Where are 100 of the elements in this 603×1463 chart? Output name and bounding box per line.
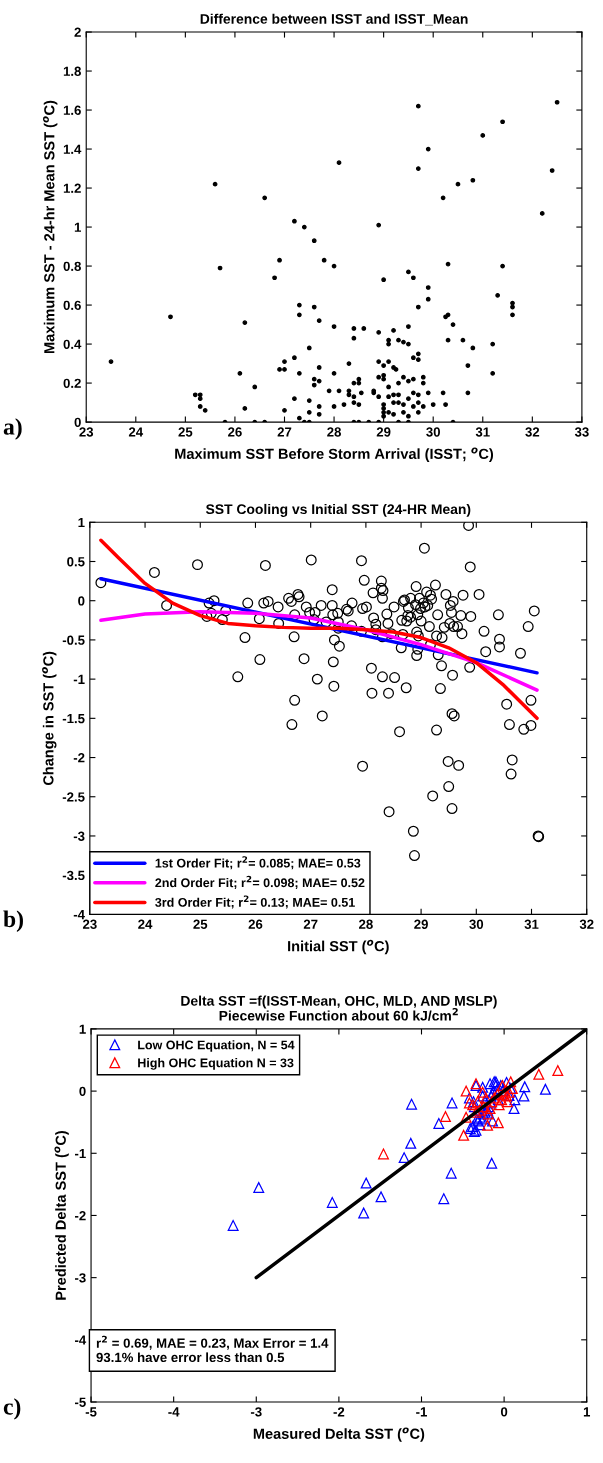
x-tick-label: 28 xyxy=(327,427,341,437)
point xyxy=(518,1090,530,1102)
y-tick-label: 2 xyxy=(74,27,81,37)
y-tick-label: -3.5 xyxy=(62,870,85,881)
point xyxy=(474,1119,486,1131)
y-tick-label: -3 xyxy=(73,831,85,841)
x-tick-label: 32 xyxy=(525,427,540,437)
point xyxy=(406,1098,418,1110)
chart-title: Difference between ISST and ISST_Mean xyxy=(200,13,468,26)
point xyxy=(487,1115,499,1127)
x-tick-label: 29 xyxy=(414,919,428,929)
point xyxy=(446,1097,458,1109)
x-tick-label: 24 xyxy=(128,427,144,437)
y-tick-label: 1 xyxy=(78,517,85,528)
y-tick-label: -1 xyxy=(74,1148,86,1159)
x-tick-label: -1 xyxy=(416,1407,427,1417)
point xyxy=(552,1065,564,1077)
point xyxy=(375,1191,387,1203)
x-tick-label: 25 xyxy=(193,919,208,929)
point xyxy=(405,1137,417,1149)
point xyxy=(493,1099,505,1111)
point xyxy=(433,1117,445,1129)
y-tick-label: -2.5 xyxy=(62,792,85,802)
x-tick-label: 33 xyxy=(574,427,589,437)
line-series xyxy=(99,609,539,692)
x-axis-title: Initial SST ($^{o}$C) xyxy=(288,939,389,955)
point xyxy=(438,1193,450,1205)
x-tick-label: 30 xyxy=(469,919,484,929)
x-tick-label: -3 xyxy=(250,1407,262,1417)
y-tick-label: 0.8 xyxy=(63,261,81,271)
point xyxy=(463,1092,475,1104)
y-tick-label: -4 xyxy=(74,1335,87,1345)
point xyxy=(508,1103,520,1115)
point xyxy=(227,1219,239,1231)
text: c) xyxy=(3,1398,21,1420)
text: a) xyxy=(3,418,22,440)
point xyxy=(360,1177,372,1189)
point xyxy=(486,1157,498,1169)
x-tick-label: 25 xyxy=(178,427,193,437)
point xyxy=(358,1207,370,1219)
x-tick-label: 31 xyxy=(524,919,539,929)
y-tick-label: 1.6 xyxy=(63,105,81,115)
point xyxy=(477,1086,489,1098)
point xyxy=(477,1081,489,1093)
point xyxy=(463,1097,475,1109)
legend-label: 1st Order Fit; r$^{2}$= 0.085; MAE= 0.53 xyxy=(155,856,361,870)
point xyxy=(509,1094,521,1106)
point xyxy=(460,1085,472,1097)
x-tick-label: 30 xyxy=(426,427,440,437)
point xyxy=(505,1076,517,1088)
x-tick-label: 1 xyxy=(583,1407,591,1417)
y-tick-label: 0 xyxy=(78,596,85,606)
y-tick-label: -0.5 xyxy=(62,635,85,645)
x-tick-label: -4 xyxy=(168,1407,180,1417)
y-tick-label: -2 xyxy=(73,753,85,763)
point xyxy=(492,1117,504,1129)
x-tick-label: 27 xyxy=(303,919,318,929)
x-axis-title: Measured Delta SST ($^{o}$C) xyxy=(253,1427,425,1442)
y-axis-title: Change in SST ($^{o}$C) xyxy=(42,651,57,786)
x-tick-label: 23 xyxy=(79,427,94,437)
y-axis-title: Predicted Delta SST ($^{o}$C) xyxy=(54,1130,69,1300)
y-tick-label: -4 xyxy=(73,910,85,920)
legend-label: High OHC Equation N = 33 xyxy=(138,1058,294,1070)
x-tick-label: 24 xyxy=(138,919,153,929)
x-tick-label: -2 xyxy=(333,1407,345,1417)
x-axis-title: Maximum SST Before Storm Arrival (ISST; $^{o}$C) xyxy=(175,447,494,462)
x-tick-label: 27 xyxy=(277,427,292,437)
point xyxy=(539,1083,551,1095)
y-axis-title: Maximum SST - 24-hr Mean SST ($^{o}$C) xyxy=(43,100,58,354)
y-tick-label: 1.8 xyxy=(63,66,81,76)
legend-label: 3rd Order Fit; r$^{2}$= 0.13; MAE= 0.51 xyxy=(155,895,355,909)
y-tick-label: 0 xyxy=(79,1086,86,1097)
point xyxy=(253,1181,265,1193)
point xyxy=(445,1167,457,1179)
point xyxy=(484,1078,496,1090)
legend-label: Low OHC Equation, N = 54 xyxy=(138,1040,295,1052)
annotation: r$^{2}$ = 0.69, MAE = 0.23, Max Error = 1.4 93.1% have error less than 0.5 xyxy=(96,1335,329,1363)
point xyxy=(398,1152,410,1164)
y-tick-label: 1.4 xyxy=(63,144,82,154)
point xyxy=(533,1068,545,1080)
x-tick-label: 31 xyxy=(475,427,490,437)
point xyxy=(460,1111,472,1123)
point xyxy=(482,1119,494,1131)
point xyxy=(472,1096,484,1108)
point xyxy=(519,1081,531,1093)
x-tick-label: 23 xyxy=(82,919,97,929)
legend-label: 2nd Order Fit; r$^{2}$= 0.098; MAE= 0.52 xyxy=(155,875,365,889)
y-tick-label: -1.5 xyxy=(62,714,85,724)
x-tick-label: 26 xyxy=(248,919,263,929)
x-tick-label: 32 xyxy=(579,919,594,929)
x-tick-label: 28 xyxy=(359,919,373,929)
x-tick-label: 26 xyxy=(228,427,242,437)
y-tick-label: -2 xyxy=(74,1211,86,1221)
chart-title: SST Cooling vs Initial SST (24-HR Mean) xyxy=(205,503,471,517)
y-tick-label: 1 xyxy=(79,1024,86,1034)
y-tick-label: 0.5 xyxy=(67,557,85,567)
point xyxy=(496,1094,508,1106)
x-tick-label: 0 xyxy=(500,1407,508,1417)
point xyxy=(458,1129,470,1141)
x-tick-label: 29 xyxy=(376,427,391,437)
